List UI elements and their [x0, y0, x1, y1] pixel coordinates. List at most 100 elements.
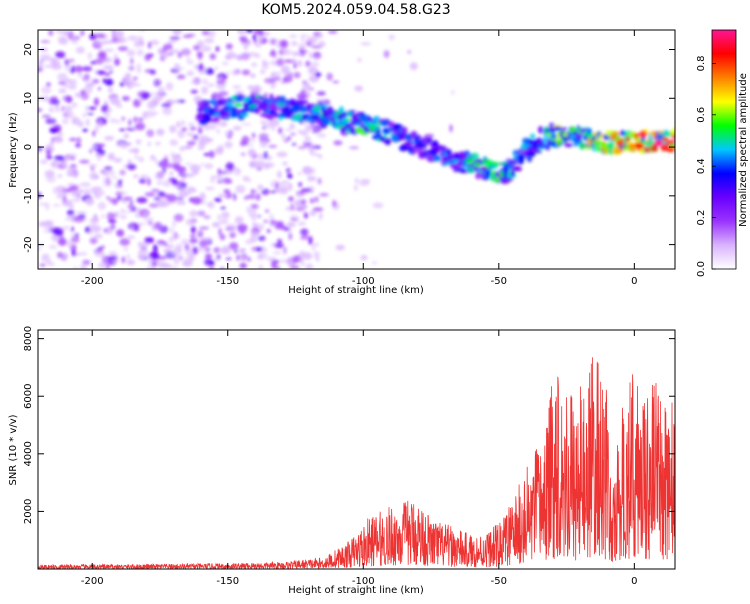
heatmap-noise-cell	[60, 30, 69, 35]
heatmap-noise-cell	[94, 125, 99, 134]
heatmap-noise-cell	[160, 51, 170, 59]
heatmap-noise-cell	[171, 30, 183, 35]
snr-x-axis-label: Height of straight line (km)	[288, 585, 424, 596]
heatmap-noise-cell	[89, 171, 98, 180]
heatmap-noise-cell	[107, 107, 113, 112]
heatmap-noise-cell	[173, 213, 184, 222]
heatmap-noise-cell	[241, 41, 252, 46]
heatmap-noise-cell	[190, 234, 196, 238]
heatmap-noise-cell	[117, 181, 122, 187]
heatmap-noise-cell	[291, 41, 298, 46]
heatmap-signal-cell	[550, 132, 557, 140]
heatmap-noise-cell	[250, 203, 259, 210]
heatmap-noise-cell	[117, 119, 121, 125]
heatmap-noise-cell	[204, 68, 215, 75]
heatmap-noise-cell	[65, 95, 73, 104]
heatmap-noise-cell	[72, 117, 77, 125]
heatmap-noise-cell	[297, 60, 303, 67]
heatmap-noise-cell	[77, 71, 83, 78]
heatmap-noise-cell	[239, 250, 244, 254]
heatmap-noise-cell	[109, 118, 118, 124]
heatmap-noise-cell	[120, 208, 125, 215]
heatmap-signal-cell	[432, 155, 442, 162]
heatmap-noise-cell	[140, 39, 144, 48]
heatmap-noise-cell	[225, 43, 233, 50]
heatmap-noise-cell	[248, 160, 260, 168]
heatmap-noise-cell	[103, 48, 115, 52]
heatmap-noise-cell	[246, 143, 254, 147]
heatmap-signal-cell	[612, 131, 621, 135]
heatmap-noise-cell	[48, 30, 54, 36]
heatmap-signal-cell	[549, 127, 556, 133]
heatmap-noise-cell	[289, 265, 300, 269]
heatmap-noise-cell	[154, 172, 165, 180]
heatmap-noise-cell	[46, 82, 51, 87]
heatmap-noise-cell	[255, 193, 261, 201]
heatmap-noise-cell	[66, 172, 76, 176]
heatmap-noise-cell	[89, 217, 99, 224]
heatmap-noise-cell	[103, 65, 114, 70]
heatmap-noise-cell	[233, 125, 242, 131]
heatmap-signal-cell	[205, 117, 212, 123]
heatmap-noise-cell	[169, 125, 177, 133]
heatmap-y-axis-label: Frequency (Hz)	[8, 112, 19, 188]
heatmap-noise-cell	[239, 140, 246, 147]
colorbar-label: Normalized spectral amplitude	[738, 73, 749, 227]
heatmap-noise-cell	[296, 129, 308, 134]
heatmap-noise-cell	[269, 52, 275, 57]
heatmap-noise-cell	[248, 138, 256, 142]
heatmap-signal-cell	[345, 123, 351, 129]
heatmap-noise-cell	[242, 176, 250, 181]
heatmap-noise-cell	[66, 217, 70, 220]
y-tick-label: 4000	[23, 441, 34, 466]
heatmap-noise-cell	[71, 249, 76, 257]
heatmap-noise-cell	[106, 212, 114, 221]
heatmap-noise-cell	[253, 30, 263, 35]
heatmap-signal-cell	[376, 131, 382, 136]
heatmap-noise-cell	[57, 132, 64, 137]
heatmap-noise-cell	[162, 106, 173, 116]
heatmap-noise-cell	[101, 190, 105, 196]
heatmap-noise-cell	[276, 220, 284, 228]
heatmap-signal-cell	[510, 169, 515, 177]
heatmap-noise-cell	[38, 247, 41, 251]
heatmap-noise-cell	[307, 36, 315, 44]
heatmap-x-axis: -200 -150 -100 -50 0	[81, 30, 638, 287]
heatmap-signal-cell	[471, 152, 479, 159]
heatmap-noise-cell	[281, 180, 289, 186]
heatmap-noise-cell	[184, 243, 190, 251]
heatmap-noise-cell	[97, 143, 106, 147]
heatmap-signal-cell	[553, 125, 562, 132]
heatmap-noise-cell	[193, 95, 202, 103]
heatmap-noise-cell	[70, 157, 76, 160]
heatmap-noise-cell	[308, 175, 312, 180]
heatmap-noise-cell	[169, 36, 181, 40]
heatmap-noise-cell	[262, 62, 270, 66]
heatmap-signal-cell	[298, 100, 306, 106]
heatmap-noise-cell	[138, 98, 144, 103]
heatmap-noise-cell	[253, 39, 258, 45]
heatmap-noise-cell	[228, 242, 239, 250]
heatmap-noise-cell	[171, 233, 181, 240]
heatmap-noise-cell	[147, 177, 151, 186]
heatmap-noise-cell	[247, 85, 255, 90]
heatmap-noise-cell	[149, 39, 160, 46]
heatmap-noise-cell	[300, 188, 312, 193]
heatmap-noise-cell	[134, 155, 139, 159]
heatmap-noise-cell	[74, 233, 79, 238]
heatmap-noise-cell	[263, 151, 269, 160]
heatmap-noise-cell	[291, 58, 297, 64]
heatmap-signal-cell	[231, 111, 238, 118]
heatmap-y-axis: -20 -10 0 10 20	[23, 43, 675, 253]
heatmap-noise-cell	[360, 255, 368, 261]
heatmap-noise-cell	[303, 205, 307, 209]
heatmap-noise-cell	[204, 258, 212, 266]
heatmap-signal-cell	[517, 158, 524, 165]
x-tick-label: -150	[216, 576, 239, 587]
heatmap-noise-cell	[136, 197, 148, 204]
heatmap-noise-cell	[62, 195, 67, 203]
heatmap-noise-cell	[153, 244, 158, 253]
heatmap-noise-cell	[119, 169, 126, 176]
heatmap-noise-cell	[87, 52, 93, 60]
heatmap-noise-cell	[271, 38, 276, 46]
